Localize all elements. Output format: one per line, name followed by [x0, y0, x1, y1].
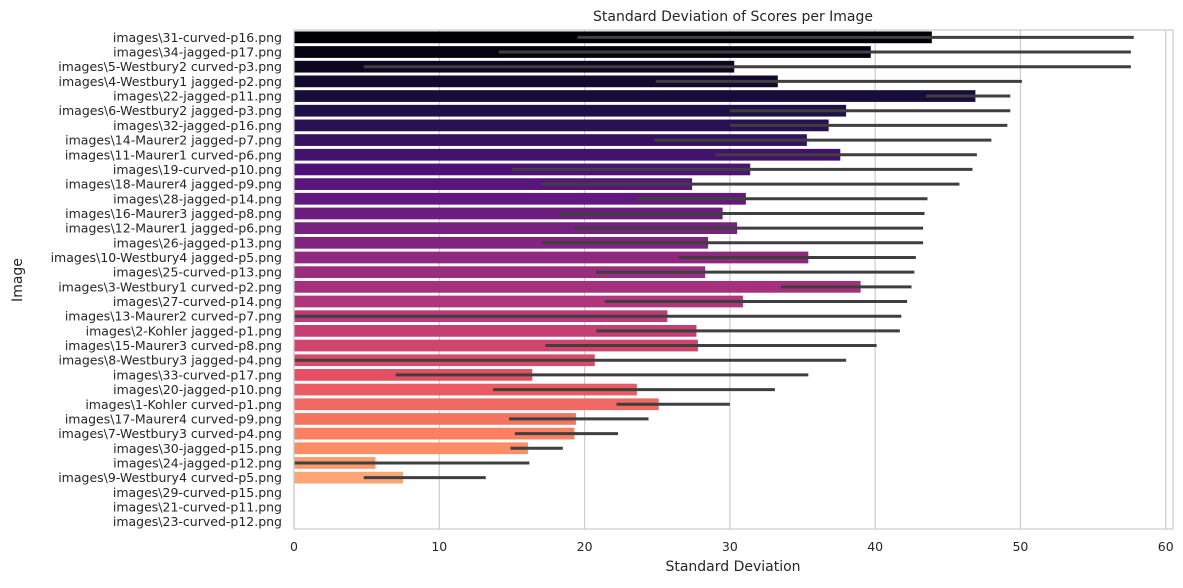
y-tick-label: images\3-Westbury1 curved-p2.png: [58, 279, 282, 294]
bar: [294, 280, 861, 293]
y-tick-label: images\28-jagged-p14.png: [113, 191, 282, 206]
y-tick-label: images\25-curved-p13.png: [113, 265, 282, 280]
chart-title: Standard Deviation of Scores per Image: [593, 9, 873, 25]
y-tick-label: images\15-Maurer3 curved-p8.png: [65, 338, 282, 353]
y-tick-label: images\16-Maurer3 jagged-p8.png: [65, 206, 282, 221]
y-axis-label: Image: [10, 258, 26, 302]
y-tick-label: images\18-Maurer4 jagged-p9.png: [65, 177, 282, 192]
bar: [294, 207, 723, 220]
bar: [294, 148, 841, 161]
bar: [294, 119, 829, 132]
x-tick-label: 0: [290, 539, 298, 554]
bar: [294, 383, 637, 396]
bar: [294, 222, 738, 235]
y-tick-label: images\2-Kohler jagged-p1.png: [86, 323, 282, 338]
y-tick-labels: images\31-curved-p16.pngimages\34-jagged…: [51, 30, 282, 529]
bar: [294, 75, 778, 88]
y-tick-label: images\33-curved-p17.png: [113, 367, 282, 382]
bar: [294, 266, 706, 279]
x-axis-label: Standard Deviation: [665, 559, 800, 575]
bar: [294, 339, 698, 352]
y-tick-label: images\1-Kohler curved-p1.png: [85, 397, 282, 412]
x-tick-label: 30: [722, 539, 738, 554]
y-tick-label: images\29-curved-p15.png: [113, 485, 282, 500]
y-tick-label: images\17-Maurer4 curved-p9.png: [65, 411, 282, 426]
y-tick-label: images\4-Westbury1 jagged-p2.png: [59, 74, 282, 89]
bar: [294, 251, 809, 264]
bar: [294, 324, 697, 337]
x-tick-label: 50: [1012, 539, 1028, 554]
y-tick-label: images\14-Maurer2 jagged-p7.png: [65, 133, 282, 148]
y-tick-label: images\34-jagged-p17.png: [113, 45, 282, 60]
y-tick-label: images\13-Maurer2 curved-p7.png: [65, 309, 282, 324]
x-tick-labels: 0 10 20 30 40 50 60: [290, 539, 1174, 554]
y-tick-label: images\5-Westbury2 curved-p3.png: [58, 59, 282, 74]
x-tick-label: 40: [867, 539, 883, 554]
bar: [294, 442, 528, 455]
bar: [294, 178, 693, 190]
bar: [294, 134, 807, 146]
x-tick-label: 20: [577, 539, 593, 554]
y-tick-label: images\22-jagged-p11.png: [113, 89, 282, 104]
y-tick-label: images\11-Maurer1 curved-p6.png: [65, 147, 282, 162]
y-tick-label: images\31-curved-p16.png: [113, 30, 282, 45]
y-tick-label: images\27-curved-p14.png: [113, 294, 282, 309]
x-tick-label: 60: [1158, 539, 1174, 554]
y-tick-label: images\6-Westbury2 jagged-p3.png: [59, 103, 282, 118]
error-bars: [294, 35, 1134, 480]
bar: [294, 471, 403, 484]
bar: [294, 90, 976, 102]
bar: [294, 398, 659, 411]
bar: [294, 427, 575, 440]
x-tick-label: 10: [431, 539, 447, 554]
y-tick-label: images\10-Westbury4 jagged-p5.png: [51, 250, 282, 265]
y-tick-label: images\24-jagged-p12.png: [113, 455, 282, 470]
y-tick-label: images\32-jagged-p16.png: [113, 118, 282, 133]
bar: [294, 104, 847, 117]
bar: [294, 192, 746, 205]
y-tick-label: images\9-Westbury4 curved-p5.png: [58, 470, 282, 485]
y-tick-label: images\30-jagged-p15.png: [113, 441, 282, 456]
y-tick-label: images\20-jagged-p10.png: [113, 382, 282, 397]
y-tick-label: images\26-jagged-p13.png: [113, 235, 282, 250]
y-tick-label: images\12-Maurer1 jagged-p6.png: [65, 221, 282, 236]
y-tick-label: images\23-curved-p12.png: [113, 514, 282, 529]
plot-frame: [293, 29, 1174, 530]
y-tick-label: images\7-Westbury3 curved-p4.png: [58, 426, 282, 441]
bar: [294, 295, 743, 308]
bar: [294, 236, 709, 249]
y-tick-label: images\21-curved-p11.png: [113, 499, 282, 514]
y-tick-label: images\19-curved-p10.png: [113, 162, 282, 177]
bar: [294, 413, 576, 425]
y-tick-label: images\8-Westbury3 jagged-p4.png: [59, 353, 282, 368]
